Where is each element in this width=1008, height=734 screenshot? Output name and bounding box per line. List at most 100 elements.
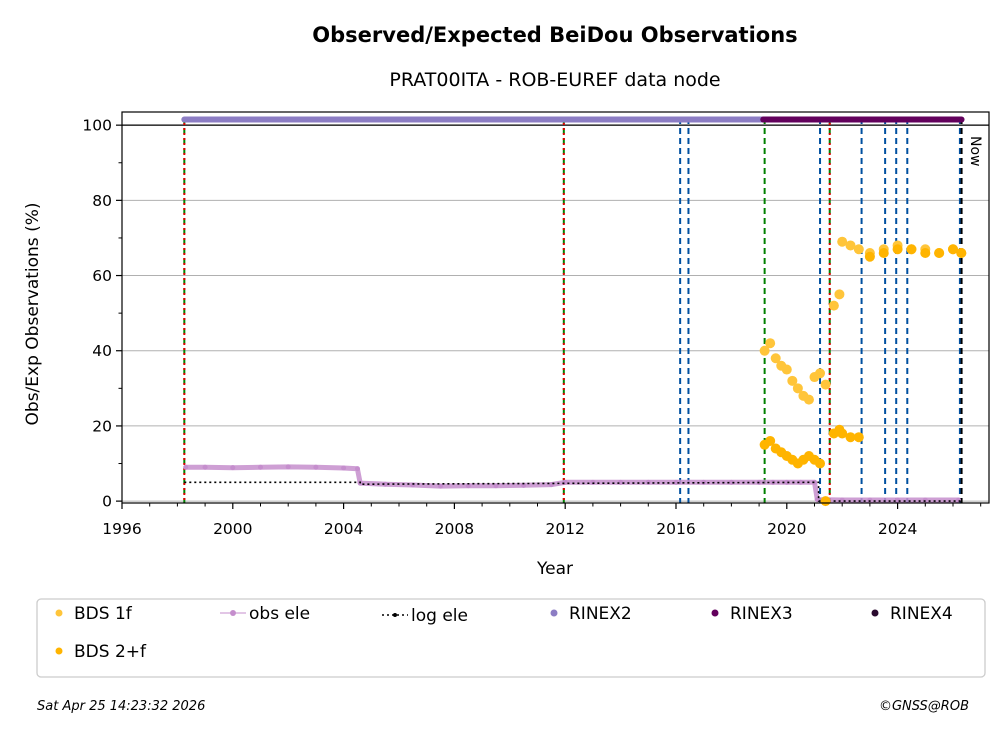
- now-label: Now: [967, 136, 983, 167]
- data-point-bds-1f: [792, 383, 803, 394]
- data-point-obs-ele: [354, 466, 360, 472]
- x-axis-label: Year: [536, 559, 573, 579]
- data-point-bds-2-f: [845, 432, 856, 443]
- data-point-bds-1f: [845, 240, 856, 251]
- y-axis-label: Obs/Exp Observations (%): [23, 203, 43, 426]
- data-point-obs-ele: [438, 483, 444, 489]
- legend: BDS 1f obs ele log ele RINEX2 RINEX3 RINEX4 BD…: [55, 604, 953, 662]
- data-point-bds-2-f: [878, 247, 889, 258]
- data-point-obs-ele: [257, 464, 263, 470]
- data-point-bds-1f: [770, 353, 781, 364]
- legend-marker: [55, 609, 63, 617]
- data-point-bds-1f: [765, 338, 776, 349]
- legend-entry: log ele: [382, 606, 468, 626]
- data-point-bds-1f: [828, 300, 839, 311]
- data-point-obs-ele: [382, 481, 388, 487]
- data-point-obs-ele: [230, 465, 236, 471]
- x-tick-label: 2008: [435, 520, 474, 538]
- legend-label: RINEX3: [730, 604, 793, 624]
- x-tick-label: 1996: [102, 520, 141, 538]
- legend-entry: BDS 1f: [55, 604, 133, 624]
- legend-entry: RINEX3: [711, 604, 793, 624]
- data-point-obs-ele: [313, 464, 319, 470]
- data-points: [183, 236, 967, 507]
- legend-marker: [871, 609, 879, 617]
- plot-area: [121, 111, 990, 504]
- data-point-obs-ele: [673, 479, 679, 485]
- data-point-obs-ele: [798, 479, 804, 485]
- data-point-obs-ele: [285, 464, 291, 470]
- legend-marker: [550, 609, 558, 617]
- data-point-obs-ele: [465, 483, 471, 489]
- data-point-obs-ele: [811, 479, 817, 485]
- data-point-obs-ele: [202, 464, 208, 470]
- event-lines: [183, 118, 963, 503]
- legend-entry: BDS 2+f: [55, 642, 147, 662]
- data-point-obs-ele: [590, 479, 596, 485]
- legend-marker: [711, 609, 719, 617]
- data-point-obs-ele: [814, 497, 820, 503]
- data-point-bds-2-f: [920, 247, 931, 258]
- grid-lines: [122, 124, 989, 502]
- footer-timestamp: Sat Apr 25 14:23:32 2026: [37, 699, 205, 714]
- data-point-bds-1f: [787, 375, 798, 386]
- data-point-obs-ele: [728, 479, 734, 485]
- data-point-bds-1f: [781, 364, 792, 375]
- data-point-obs-ele: [341, 465, 347, 471]
- x-tick-label: 2020: [767, 520, 806, 538]
- data-point-bds-2-f: [906, 244, 917, 255]
- legend-entry: obs ele: [220, 604, 310, 624]
- legend-label: obs ele: [249, 604, 310, 624]
- data-point-obs-ele: [493, 483, 499, 489]
- y-tick-label: 40: [92, 342, 112, 360]
- data-point-obs-ele: [784, 479, 790, 485]
- legend-entry: RINEX4: [871, 604, 953, 624]
- data-point-bds-2-f: [765, 435, 776, 446]
- x-tick-label: 2012: [545, 520, 584, 538]
- legend-marker: [55, 647, 63, 655]
- x-tick-label: 2024: [878, 520, 917, 538]
- y-axis-ticks: 0 20 40 60 80 100: [82, 117, 122, 511]
- legend-label: RINEX4: [890, 604, 953, 624]
- legend-label: BDS 2+f: [74, 642, 147, 662]
- data-point-bds-2-f: [837, 428, 848, 439]
- legend-label: BDS 1f: [74, 604, 133, 624]
- data-point-bds-1f: [853, 244, 864, 255]
- legend-entry: RINEX2: [550, 604, 632, 624]
- data-point-obs-ele: [521, 482, 527, 488]
- data-point-bds-2-f: [892, 244, 903, 255]
- legend-marker: [230, 610, 236, 616]
- y-tick-label: 80: [92, 192, 112, 210]
- legend-label: log ele: [411, 606, 468, 626]
- data-point-obs-ele: [183, 464, 189, 470]
- data-point-bds-1f: [815, 368, 826, 379]
- data-point-bds-1f: [837, 236, 848, 247]
- legend-marker: [393, 613, 397, 617]
- data-point-bds-2-f: [934, 247, 945, 258]
- chart-title: Observed/Expected BeiDou Observations: [312, 23, 797, 47]
- series-line-log-ele: [184, 481, 962, 502]
- data-point-bds-1f: [834, 289, 845, 300]
- data-point-bds-2-f: [853, 432, 864, 443]
- data-point-bds-2-f: [956, 247, 967, 258]
- series-line-obs-ele: [185, 464, 959, 503]
- x-tick-label: 2000: [213, 520, 252, 538]
- y-tick-label: 0: [102, 493, 112, 511]
- x-tick-label: 2004: [324, 520, 363, 538]
- data-point-obs-ele: [839, 497, 845, 503]
- data-point-obs-ele: [618, 479, 624, 485]
- data-point-bds-2-f: [820, 496, 831, 507]
- data-point-bds-2-f: [864, 251, 875, 262]
- chart-subtitle: PRAT00ITA - ROB-EUREF data node: [389, 69, 720, 91]
- footer-credit: ©GNSS@ROB: [879, 699, 969, 714]
- x-axis-ticks: 1996 2000 2004 2008 2012 2016 2020 2024: [102, 503, 982, 538]
- legend-label: RINEX2: [569, 604, 632, 624]
- data-point-bds-1f: [820, 379, 831, 390]
- data-point-bds-2-f: [815, 458, 826, 469]
- y-tick-label: 60: [92, 267, 112, 285]
- data-point-bds-1f: [803, 394, 814, 405]
- y-tick-label: 20: [92, 417, 112, 435]
- data-point-bds-1f: [759, 345, 770, 356]
- y-tick-label: 100: [82, 117, 112, 135]
